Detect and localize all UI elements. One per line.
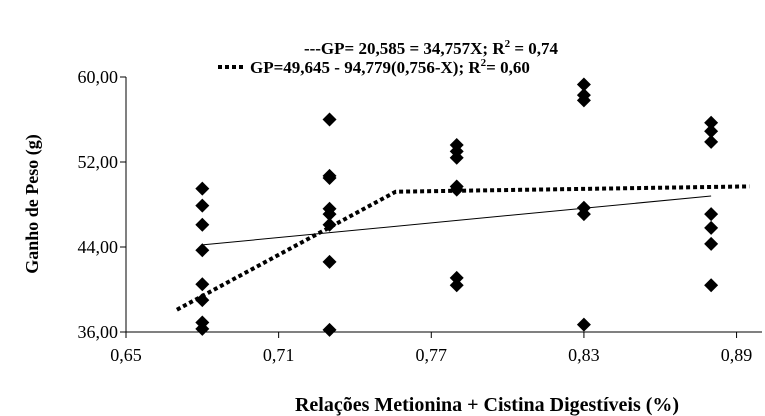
legend-plateau-text: GP=49,645 - 94,779(0,756-X); R2= 0,60: [250, 57, 530, 77]
data-point: [576, 317, 591, 332]
x-tick-label: 0,77: [416, 345, 448, 365]
data-point: [322, 217, 337, 232]
data-points: [195, 77, 719, 337]
x-tick-label: 0,65: [110, 345, 142, 365]
legend-plateau: GP=49,645 - 94,779(0,756-X); R2= 0,60: [218, 57, 530, 77]
y-axis-label: Ganho de Peso (g): [22, 134, 43, 274]
data-point: [195, 198, 210, 213]
data-point: [576, 207, 591, 222]
data-point: [576, 77, 591, 92]
data-point: [195, 293, 210, 308]
data-point: [449, 150, 464, 165]
data-point: [576, 93, 591, 108]
data-point: [449, 270, 464, 285]
data-point: [704, 207, 719, 222]
x-tick-label: 0,83: [568, 345, 600, 365]
axes: 36,00 44,00 52,00 60,00 0,65 0,71 0,77 0,83 0,89: [78, 67, 762, 365]
data-point: [195, 243, 210, 258]
data-point: [322, 322, 337, 337]
data-point: [704, 236, 719, 251]
y-tick-label: 44,00: [78, 237, 119, 257]
data-point: [704, 115, 719, 130]
x-axis-label: Relações Metionina + Cistina Digestíveis…: [295, 394, 679, 416]
data-point: [195, 321, 210, 336]
data-point: [449, 182, 464, 197]
y-tick-label: 60,00: [78, 67, 119, 87]
y-tick-label: 36,00: [78, 322, 119, 342]
data-point: [195, 181, 210, 196]
x-tick-label: 0,89: [721, 345, 753, 365]
data-point: [195, 217, 210, 232]
data-point: [704, 124, 719, 139]
data-point: [704, 278, 719, 293]
data-point: [322, 254, 337, 269]
data-point: [322, 112, 337, 127]
legend-linear: ---GP= 20,585 = 34,757X; R2 = 0,74: [304, 38, 559, 58]
fit-line-linear-plateau: [175, 184, 750, 312]
fit-lines: [175, 184, 750, 312]
data-point: [704, 220, 719, 235]
fit-line-linear: [202, 195, 712, 246]
data-point: [322, 170, 337, 185]
data-point: [322, 207, 337, 222]
x-tick-label: 0,71: [263, 345, 295, 365]
y-tick-label: 52,00: [78, 152, 119, 172]
data-point: [449, 278, 464, 293]
data-point: [195, 277, 210, 292]
data-point: [704, 134, 719, 149]
